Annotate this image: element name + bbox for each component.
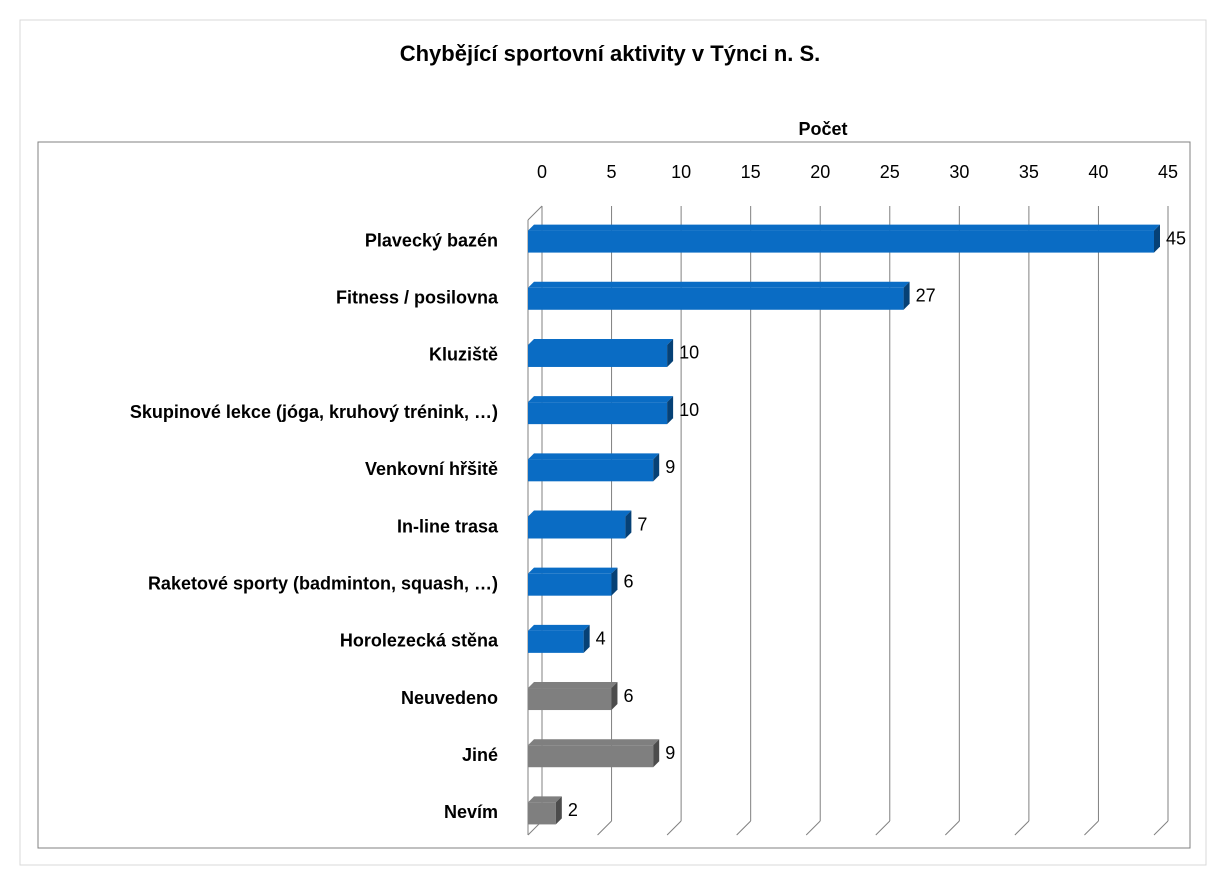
- bar-face: [653, 453, 660, 482]
- x-tick-label: 30: [949, 162, 969, 182]
- bar: [528, 281, 910, 310]
- bar: [528, 396, 674, 425]
- bar: [528, 682, 618, 711]
- y-tick-label: Skupinové lekce (jóga, kruhový trénink, …: [130, 402, 498, 422]
- bar-face: [667, 396, 674, 425]
- bar-face: [555, 796, 562, 825]
- bar-face: [611, 567, 618, 596]
- value-label: 45: [1166, 228, 1186, 248]
- bar-face: [528, 567, 618, 574]
- y-tick-label: Venkovní hřšitě: [365, 459, 498, 479]
- bar-face: [528, 516, 626, 539]
- y-tick-label: Fitness / posilovna: [336, 288, 499, 308]
- y-tick-label: Kluziště: [429, 345, 498, 365]
- value-label: 4: [596, 629, 606, 649]
- y-tick-label: Jiné: [462, 745, 498, 765]
- y-tick-label: Nevím: [444, 802, 498, 822]
- bar-face: [528, 802, 556, 825]
- bar: [528, 224, 1160, 253]
- bar-face: [528, 281, 910, 288]
- bar-face: [528, 396, 674, 403]
- x-tick-label: 0: [537, 162, 547, 182]
- y-tick-label: In-line trasa: [397, 516, 499, 536]
- bar-face: [528, 510, 632, 517]
- bar-face: [528, 739, 660, 746]
- bar-face: [528, 224, 1160, 231]
- value-label: 27: [916, 286, 936, 306]
- bar-face: [528, 230, 1154, 253]
- bar-face: [528, 402, 668, 425]
- grid-line: [944, 820, 960, 836]
- bar-face: [653, 739, 660, 768]
- grid-line: [1014, 820, 1030, 836]
- y-tick-label: Plavecký bazén: [365, 230, 498, 250]
- x-tick-label: 40: [1088, 162, 1108, 182]
- bar-face: [528, 682, 618, 689]
- bar: [528, 338, 674, 367]
- bar-face: [528, 344, 668, 367]
- value-label: 10: [679, 400, 699, 420]
- bar-face: [528, 453, 660, 460]
- value-label: 6: [623, 686, 633, 706]
- chart-title: Chybějící sportovní aktivity v Týnci n. …: [400, 41, 821, 66]
- bar: [528, 510, 632, 539]
- bar: [528, 453, 660, 482]
- grid-line: [1084, 820, 1099, 836]
- bar-face: [667, 338, 674, 367]
- x-tick-label: 10: [671, 162, 691, 182]
- x-tick-label: 25: [880, 162, 900, 182]
- bar-face: [528, 630, 584, 653]
- x-tick-label: 35: [1019, 162, 1039, 182]
- x-tick-label: 15: [741, 162, 761, 182]
- grid-line: [805, 820, 821, 836]
- bar-face: [903, 281, 910, 310]
- x-tick-label: 5: [607, 162, 617, 182]
- bar-face: [528, 796, 562, 803]
- bar-face: [528, 573, 612, 596]
- y-tick-label: Raketové sporty (badminton, squash, …): [148, 573, 498, 593]
- bar-face: [1154, 224, 1160, 253]
- bar-face: [528, 338, 674, 345]
- value-label: 7: [637, 514, 647, 534]
- grid-line: [1153, 820, 1169, 836]
- bar-face: [625, 510, 632, 539]
- plot-frame: [37, 141, 1191, 849]
- axis-line: [527, 205, 543, 221]
- grid-line: [875, 820, 891, 836]
- grid-line: [666, 820, 682, 836]
- bar: [528, 739, 660, 768]
- bar-face: [528, 745, 654, 768]
- value-label: 10: [679, 343, 699, 363]
- value-label: 9: [665, 457, 675, 477]
- value-label: 6: [623, 571, 633, 591]
- value-label: 2: [568, 800, 578, 820]
- value-label: 9: [665, 743, 675, 763]
- bar-face: [528, 624, 590, 631]
- x-tick-label: 20: [810, 162, 830, 182]
- y-tick-label: Neuvedeno: [401, 688, 498, 708]
- bar-face: [528, 459, 654, 482]
- bar-face: [528, 287, 904, 310]
- y-tick-label: Horolezecká stěna: [340, 631, 499, 651]
- bar: [528, 624, 590, 653]
- bar-face: [528, 688, 612, 711]
- bar-face: [611, 682, 618, 711]
- bar: [528, 796, 562, 825]
- axis-title: Počet: [798, 119, 847, 139]
- grid-line: [597, 820, 612, 836]
- bar: [528, 567, 618, 596]
- x-tick-label: 45: [1158, 162, 1178, 182]
- chart-frame: [19, 19, 1207, 866]
- bar-face: [583, 624, 590, 653]
- grid-line: [736, 820, 752, 836]
